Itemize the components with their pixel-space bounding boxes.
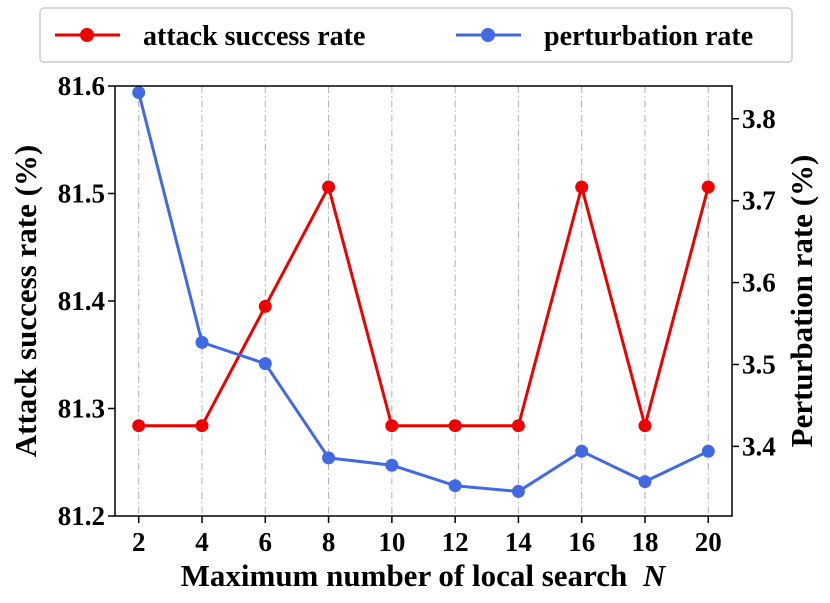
legend-label-perturbation-rate: perturbation rate (544, 21, 753, 52)
data-point-attack-success-rate (385, 419, 399, 433)
x-tick-label: 12 (442, 527, 469, 557)
y-axis-label-left: Attack success rate (%) (8, 145, 43, 457)
data-point-attack-success-rate (132, 419, 146, 433)
data-point-attack-success-rate (322, 180, 336, 194)
x-tick-label: 2 (132, 527, 146, 557)
y-axis-label-right: Perturbation rate (%) (784, 155, 819, 448)
data-point-perturbation-rate (258, 357, 272, 371)
x-axis-label-variable: N (642, 558, 667, 593)
series-line-attack-success-rate (138, 185, 710, 428)
legend-frame (39, 7, 793, 63)
series-group (132, 86, 715, 498)
x-tick-label: 14 (505, 527, 532, 557)
data-point-attack-success-rate (638, 419, 652, 433)
data-point-perturbation-rate (638, 475, 652, 489)
x-tick-label: 4 (195, 527, 209, 557)
x-tick-label: 10 (378, 527, 405, 557)
y-tick-label-right: 3.8 (742, 104, 776, 134)
x-tick-label: 8 (322, 527, 336, 557)
legend-marker-attack-success-rate (80, 28, 94, 42)
y-tick-label-left: 81.2 (58, 501, 105, 531)
legend-marker-perturbation-rate (481, 28, 495, 42)
y-tick-label-right: 3.7 (742, 186, 776, 216)
y-tick-label-right: 3.4 (742, 431, 776, 461)
series-line-perturbation-rate (137, 92, 709, 493)
legend: attack success rate perturbation rate (39, 7, 793, 63)
data-point-attack-success-rate (448, 419, 462, 433)
data-point-attack-success-rate (195, 419, 209, 433)
x-tick-label: 16 (568, 527, 595, 557)
data-point-attack-success-rate (701, 180, 715, 194)
data-point-perturbation-rate (322, 451, 336, 465)
vertical-grid (138, 86, 709, 516)
x-tick-label: 6 (259, 527, 273, 557)
data-point-perturbation-rate (132, 86, 146, 100)
data-point-perturbation-rate (701, 444, 715, 458)
y-tick-label-left: 81.5 (58, 179, 105, 209)
y-tick-label-right: 3.6 (742, 268, 776, 298)
data-point-perturbation-rate (575, 444, 589, 458)
x-tick-label: 20 (695, 527, 722, 557)
y-tick-label-right: 3.5 (742, 349, 776, 379)
data-point-perturbation-rate (385, 458, 399, 472)
y-tick-label-left: 81.3 (58, 394, 105, 424)
data-point-attack-success-rate (258, 299, 272, 313)
x-tick-label: 18 (631, 527, 658, 557)
x-axis-label-text: Maximum number of local search (181, 558, 628, 593)
y-tick-label-left: 81.4 (58, 286, 105, 316)
data-point-attack-success-rate (575, 180, 589, 194)
data-point-perturbation-rate (195, 335, 209, 349)
y-tick-label-left: 81.6 (58, 71, 105, 101)
plot-frame (114, 85, 733, 517)
axis-ticks: 2 4 6 8 10 12 14 16 18 20 81.2 81.3 81.4 81.5 81.6 3.4 3… (58, 71, 776, 557)
data-point-attack-success-rate (511, 419, 525, 433)
data-point-perturbation-rate (448, 479, 462, 493)
x-axis-label: Maximum number of local search N (181, 558, 667, 593)
legend-label-attack-success-rate: attack success rate (143, 21, 365, 52)
data-point-perturbation-rate (511, 484, 525, 498)
